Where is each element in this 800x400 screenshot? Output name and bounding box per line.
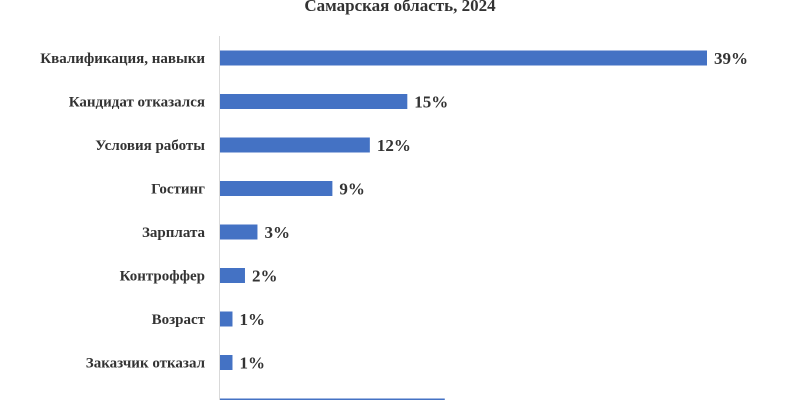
bar [220,224,258,240]
bar [220,355,233,370]
bar [220,137,370,153]
bar [220,311,233,327]
value-label: 1% [239,354,265,373]
category-label: Кандидат отказался [69,95,205,111]
category-label: Зарплата [142,225,205,241]
bar [220,50,707,66]
value-label: 1% [239,310,265,329]
bar [220,94,408,109]
value-label: 12% [377,136,411,155]
value-label: 15% [414,93,448,112]
category-label: Квалификация, навыки [40,51,205,67]
value-label: 3% [264,223,290,242]
value-label: 18% [452,397,486,400]
category-label: Условия работы [95,138,205,154]
bar [220,398,445,400]
category-label: Возраст [152,312,206,328]
category-label: Заказчик отказал [86,356,206,372]
value-label: 39% [714,49,748,68]
category-label: Контроффер [120,269,205,285]
category-label: Гостинг [151,182,205,198]
bar [220,268,245,283]
value-label: 2% [252,267,278,286]
chart-title: Самарская область, 2024 [304,0,496,15]
bar [220,181,333,196]
bars-layer: Квалификация, навыки 39% Кандидат отказалс… [40,49,748,400]
value-label: 9% [339,180,365,199]
